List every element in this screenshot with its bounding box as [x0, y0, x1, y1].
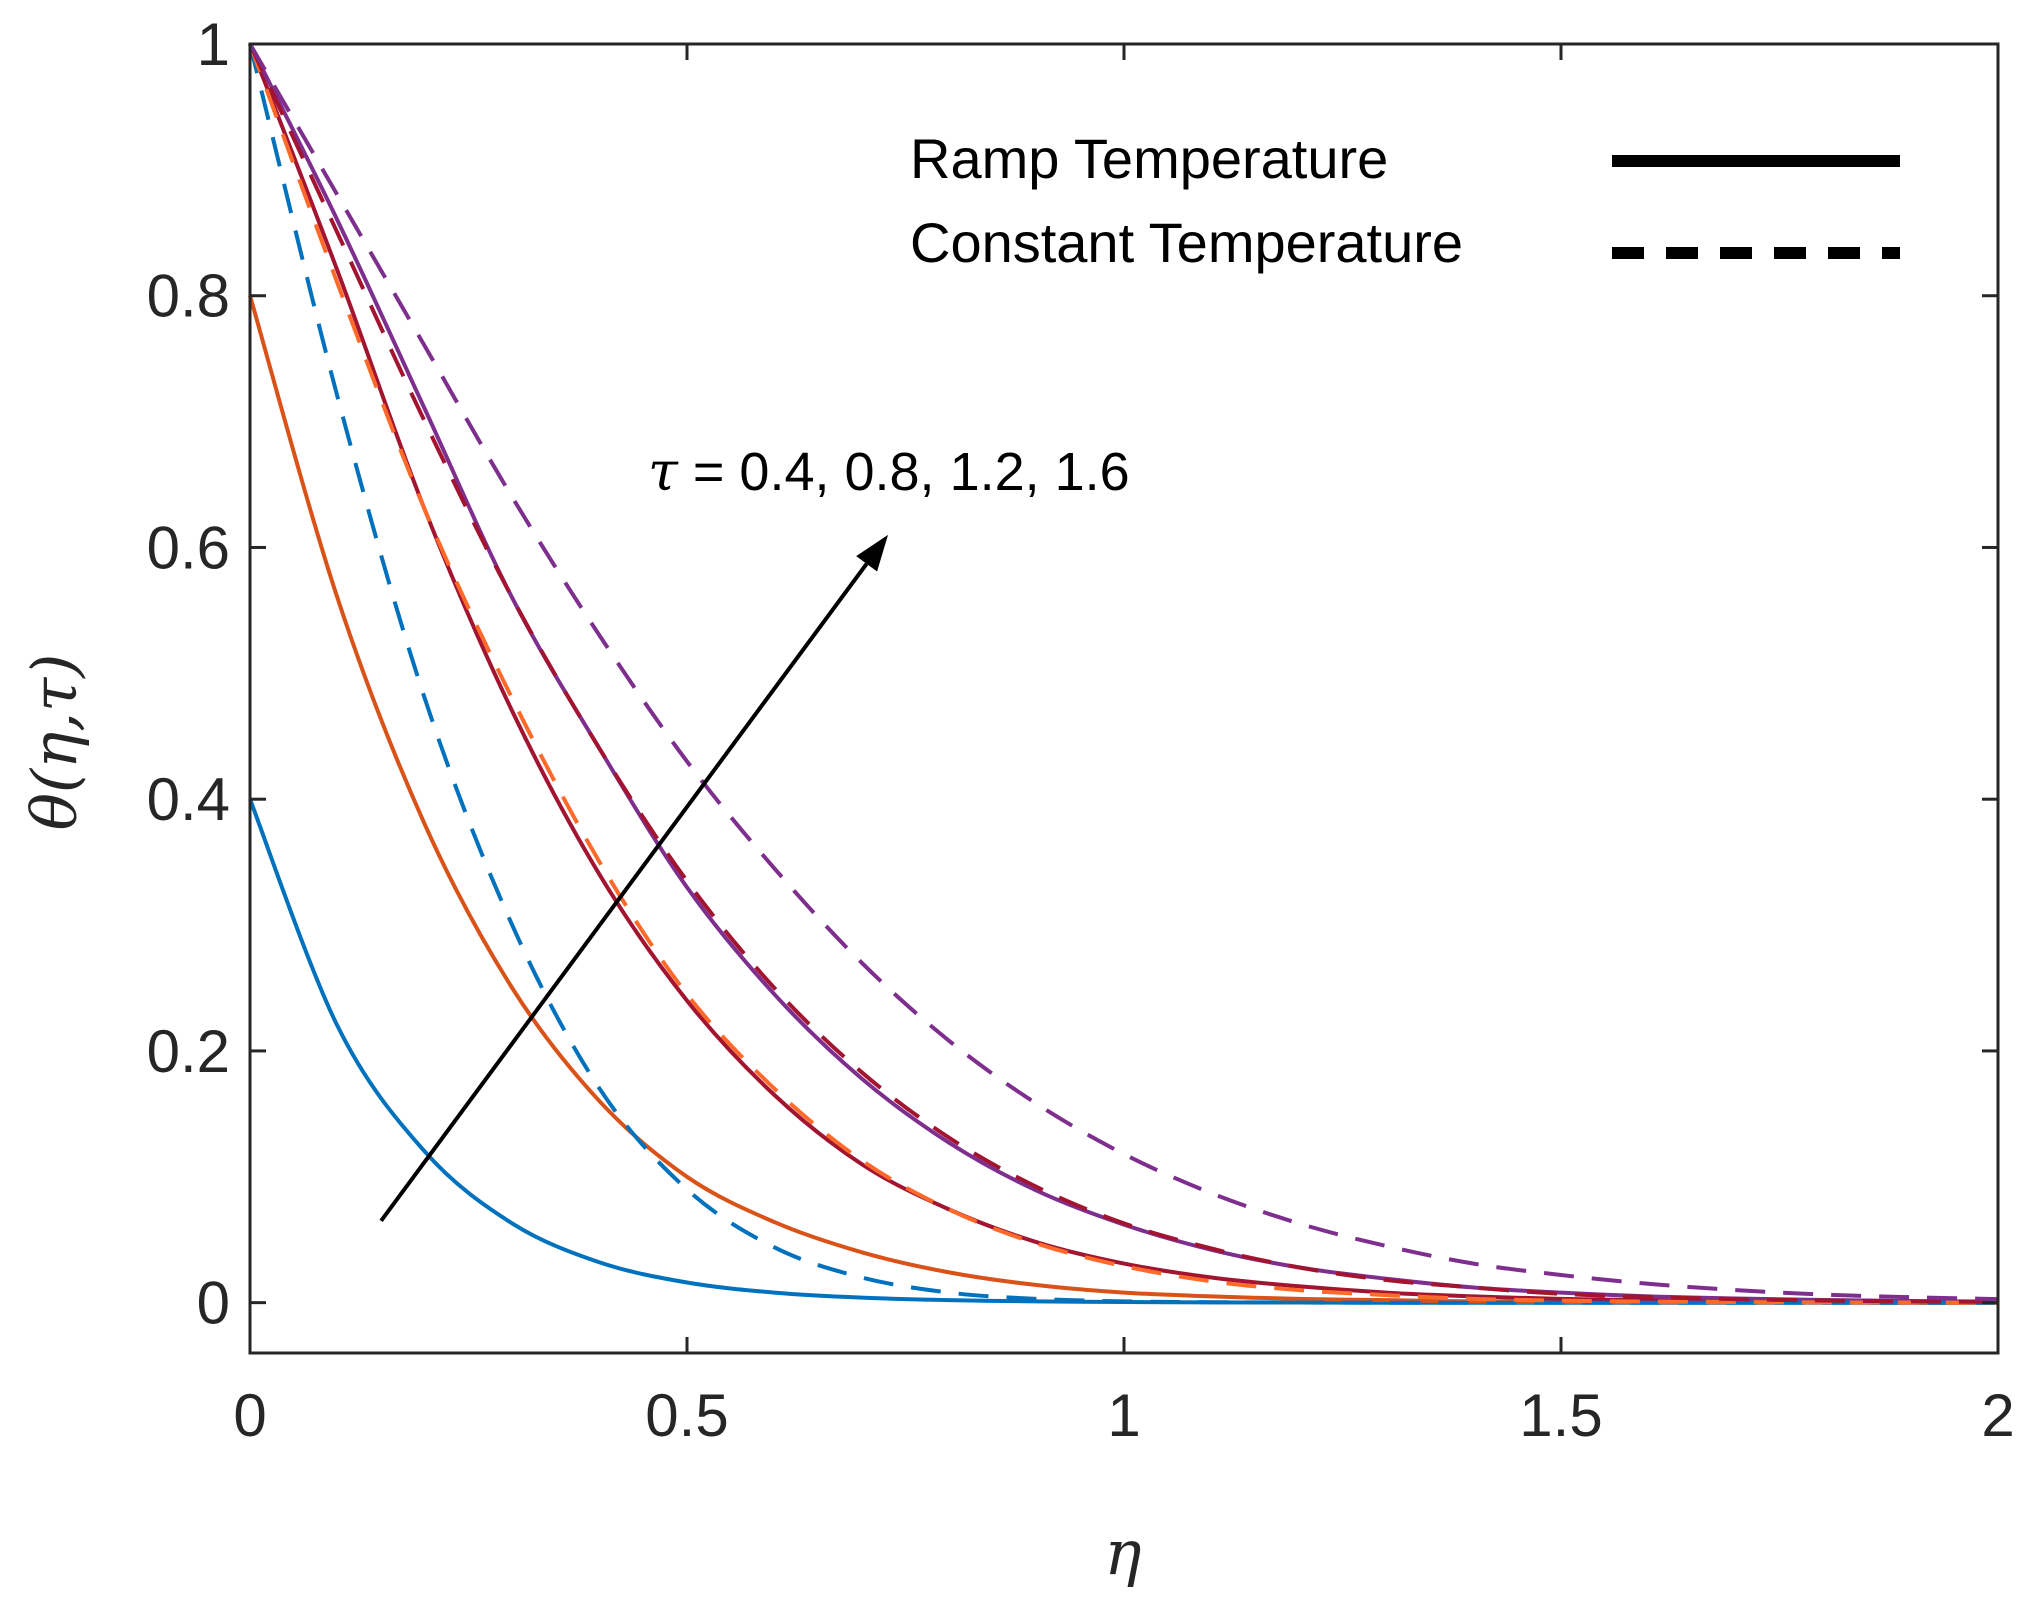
y-tick-label: 1	[197, 11, 230, 78]
series-line-constant-tau-1-2	[248, 43, 1999, 1304]
annotation-arrow-head	[856, 534, 889, 572]
x-axis-label: η	[1104, 1516, 1141, 1589]
x-tick-label: 1	[1107, 1382, 1140, 1449]
annotation-arrow	[379, 562, 869, 1223]
series-layer	[248, 42, 1999, 1305]
annotation-layer: τ = 0.4, 0.8, 1.2, 1.6	[379, 440, 1130, 1223]
series-line-constant-tau-0-8	[248, 43, 1999, 1305]
annotation-text: = 0.4, 0.8, 1.2, 1.6	[678, 442, 1130, 502]
y-tick-label: 0.4	[147, 766, 230, 833]
legend: Ramp Temperature Constant Temperature	[910, 127, 1900, 274]
y-tick-label: 0.6	[147, 514, 230, 581]
annotation-symbol: τ	[648, 440, 679, 503]
y-tick-label: 0.8	[147, 263, 230, 330]
series-line-constant-tau-1-6	[248, 42, 1999, 1302]
annotation-label: τ = 0.4, 0.8, 1.2, 1.6	[648, 440, 1130, 503]
y-tick-label: 0	[197, 1270, 230, 1337]
y-axis-label: θ(η,τ)	[18, 654, 91, 831]
x-tick-label: 1.5	[1519, 1382, 1602, 1449]
x-tick-label: 0	[233, 1382, 266, 1449]
legend-label-constant: Constant Temperature	[910, 211, 1463, 274]
legend-label-ramp: Ramp Temperature	[910, 127, 1388, 190]
series-line-constant-tau-0-4	[248, 43, 1998, 1305]
x-tick-label: 2	[1981, 1382, 2014, 1449]
y-tick-label: 0.2	[147, 1018, 230, 1085]
x-tick-label: 0.5	[645, 1382, 728, 1449]
axes: 0 0.5 1 1.5 2 0 0.2 0.4 0.6 0.8 1	[147, 11, 2015, 1449]
